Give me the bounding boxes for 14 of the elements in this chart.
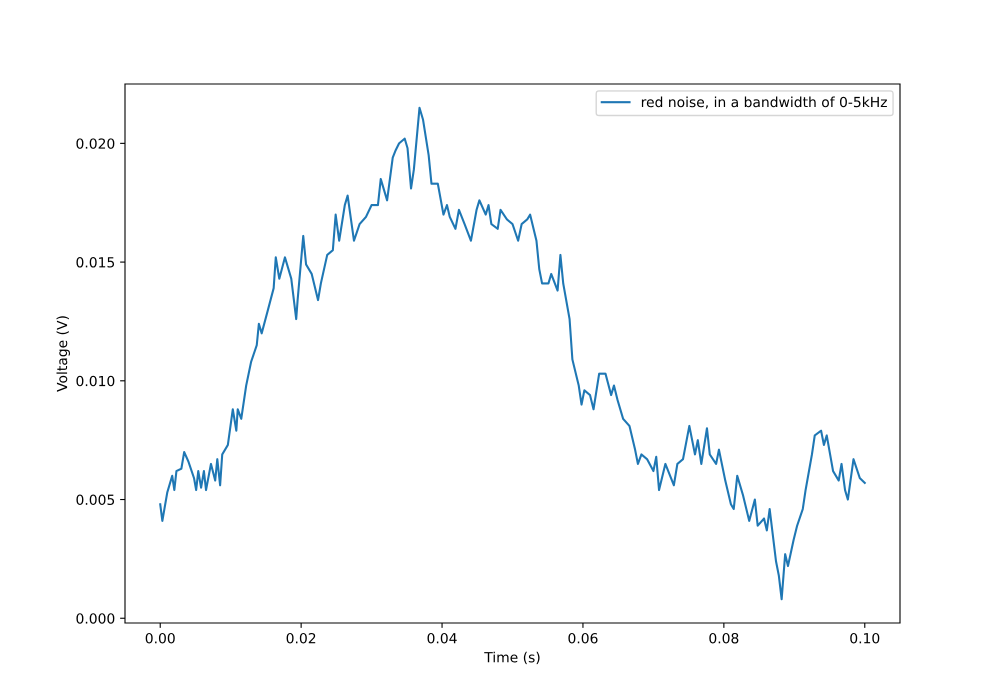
y-tick-label: 0.015 (76, 257, 114, 268)
x-tick-label: 0.02 (286, 632, 316, 644)
y-tick-label: 0.000 (76, 613, 114, 624)
x-tick-label: 0.08 (709, 632, 738, 644)
x-tick-label: 0.10 (850, 632, 880, 644)
legend-label: red noise, in a bandwidth of 0-5kHz (642, 96, 887, 109)
x-tick-label: 0.06 (568, 632, 598, 644)
y-tick-label: 0.010 (76, 376, 114, 386)
x-tick-label: 0.04 (428, 632, 457, 644)
y-tick-label: 0.005 (76, 494, 114, 506)
x-tick-label: 0.00 (146, 632, 175, 644)
x-axis-title: Time (s) (484, 652, 540, 664)
y-tick-label: 0.020 (76, 138, 114, 149)
y-axis-title: Voltage (V) (56, 316, 70, 392)
